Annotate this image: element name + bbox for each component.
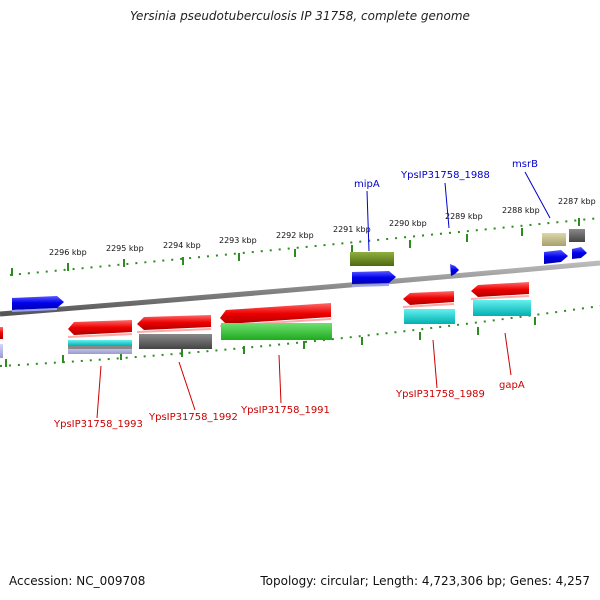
cds-arrow <box>0 327 3 339</box>
tick-label: 2292 kbp <box>276 231 314 240</box>
genome-backbone <box>0 260 600 317</box>
tick-label: 2290 kbp <box>389 219 427 228</box>
gene-label: YpsIP31758_1989 <box>395 389 485 400</box>
reverse-gene-labels: YpsIP31758_1993 YpsIP31758_1992 YpsIP317… <box>53 380 525 430</box>
tick-label: 2296 kbp <box>49 248 87 257</box>
feature-block <box>0 344 3 358</box>
cds-arrow <box>68 320 132 335</box>
feature-block <box>139 334 212 349</box>
gene-label: YpsIP31758_1993 <box>53 419 143 430</box>
feature-block <box>68 340 132 346</box>
feature-block <box>404 309 455 324</box>
tick-label: 2291 kbp <box>333 225 371 234</box>
gene-label: YpsIP31758_1992 <box>148 412 238 423</box>
gene-label: mipA <box>354 179 380 190</box>
feature-block <box>569 229 585 242</box>
gene-label: msrB <box>512 159 538 170</box>
feature-block <box>68 346 132 354</box>
map-title: Yersinia pseudotuberculosis IP 31758, co… <box>130 9 470 23</box>
cds-arrow <box>12 296 64 310</box>
feature-block <box>473 300 531 316</box>
reverse-features <box>0 282 531 358</box>
gene-label: YpsIP31758_1988 <box>400 170 490 181</box>
forward-tick-track <box>9 217 600 276</box>
cds-arrow <box>450 264 459 276</box>
cds-arrow <box>220 303 331 324</box>
tick-label: 2288 kbp <box>502 206 540 215</box>
cds-arrow <box>572 247 587 259</box>
tick-labels: 2296 kbp 2295 kbp 2294 kbp 2293 kbp 2292… <box>49 197 596 257</box>
tick-label: 2295 kbp <box>106 244 144 253</box>
tick-label: 2287 kbp <box>558 197 596 206</box>
cds-arrow <box>137 315 211 330</box>
label-leaders <box>96 171 551 419</box>
forward-features <box>11 229 587 312</box>
tick-label: 2289 kbp <box>445 212 483 221</box>
tick-label: 2294 kbp <box>163 241 201 250</box>
cds-arrow <box>544 250 568 264</box>
feature-block <box>221 323 332 340</box>
tick-label: 2293 kbp <box>219 236 257 245</box>
cds-arrow <box>403 291 454 305</box>
feature-block <box>68 346 132 349</box>
cds-arrow <box>471 282 529 297</box>
gene-label: YpsIP31758_1991 <box>240 405 330 416</box>
reverse-tick-track <box>0 305 600 367</box>
feature-block <box>542 233 566 246</box>
gene-label: gapA <box>499 380 525 391</box>
cds-arrow <box>352 271 396 284</box>
feature-block <box>350 252 394 266</box>
forward-gene-labels: mipA YpsIP31758_1988 msrB <box>354 159 538 190</box>
genome-summary: Topology: circular; Length: 4,723,306 bp… <box>260 574 590 588</box>
accession-label: Accession: NC_009708 <box>9 574 146 588</box>
